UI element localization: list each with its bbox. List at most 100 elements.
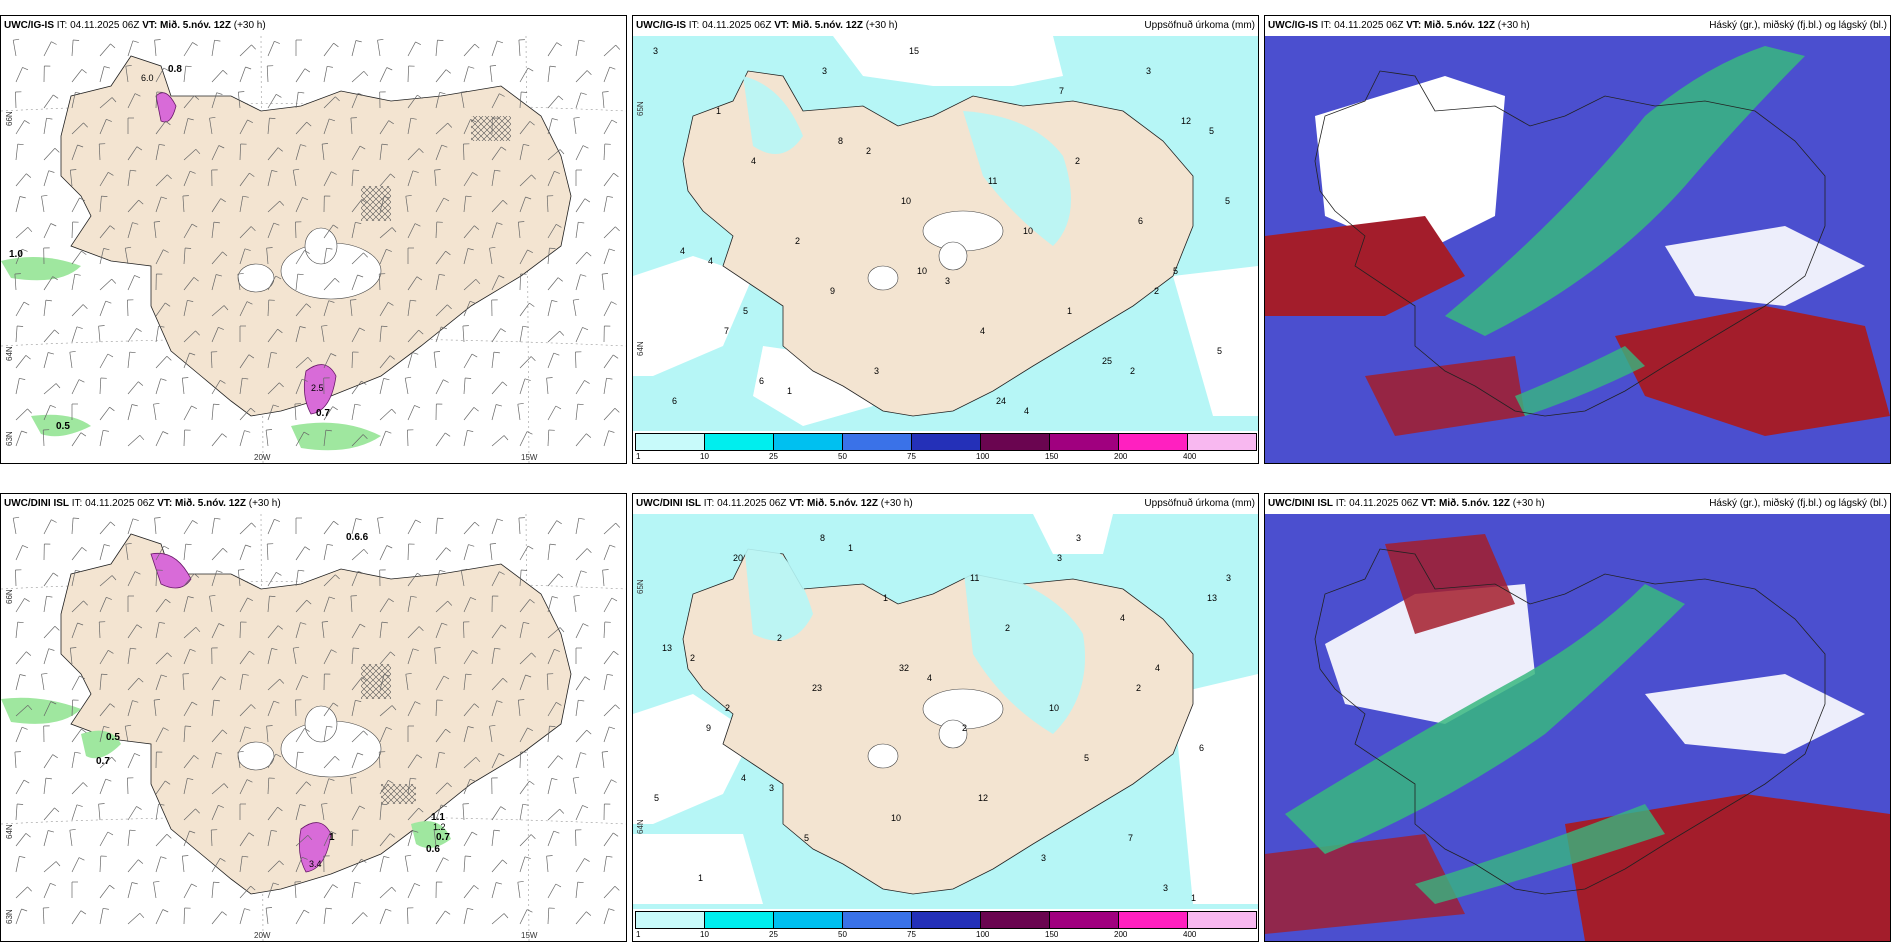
wind-barb [351, 199, 363, 213]
value-label: 0.8 [168, 64, 182, 75]
wind-barb [351, 858, 362, 873]
wind-barb-flag [50, 404, 56, 408]
wind-barb [267, 299, 270, 317]
wind-barb-flag [418, 329, 424, 335]
wind-barb [295, 909, 305, 925]
wind-barb-flag [405, 194, 412, 197]
wind-barb-flag [608, 908, 615, 911]
wind-barb-flag [195, 149, 201, 155]
wind-barb [183, 755, 195, 769]
wind-barb [323, 596, 330, 613]
wind-barb [267, 328, 278, 343]
wind-barb-flag [555, 405, 562, 410]
wind-barb-flag [303, 431, 310, 436]
wind-barb-flag [17, 325, 24, 327]
wind-barb [211, 70, 224, 83]
wind-barb [603, 248, 610, 265]
wind-barb [547, 726, 550, 743]
wind-barb-flag [103, 429, 109, 432]
hatched-area [361, 186, 391, 221]
wind-barb-flag [555, 883, 562, 888]
wind-barb [463, 196, 467, 213]
value-label: 1.2 [433, 822, 446, 832]
wind-barb-flag [580, 752, 587, 755]
wind-barb [295, 781, 307, 795]
wind-barb [127, 677, 139, 691]
wind-barb-flag [249, 650, 255, 655]
wind-barb [267, 275, 277, 291]
wind-barb [546, 378, 549, 395]
wind-barb [211, 858, 221, 873]
wind-barb-flag [293, 168, 300, 171]
wind-barb [99, 406, 110, 421]
wind-barb [239, 407, 251, 421]
wind-barb [435, 326, 442, 343]
wind-barb [323, 884, 333, 899]
wind-barb [239, 704, 252, 717]
wind-barb-flag [328, 778, 335, 781]
wind-barb [125, 66, 129, 83]
precip-map [633, 36, 1258, 431]
wind-barb [183, 405, 192, 421]
wind-barb [127, 222, 133, 239]
panel-igis-clouds: UWC/IG-IS IT: 04.11.2025 06Z VT: Mið. 5.… [1264, 15, 1891, 464]
wind-barb-flag [53, 572, 59, 577]
wind-barb [405, 196, 409, 213]
lat-label: 65N [636, 579, 645, 594]
wind-barb-flag [158, 325, 165, 328]
glacier [237, 263, 275, 293]
wind-barb-flag [609, 726, 616, 730]
wind-barb-flag [580, 274, 587, 277]
wind-barb [491, 381, 503, 395]
wind-barb [547, 429, 550, 447]
lat-label: 63N [5, 909, 14, 924]
wind-barb-flag [353, 169, 360, 171]
wind-barb-flag [21, 430, 28, 434]
wind-barb [211, 380, 221, 395]
wind-barb-flag [405, 854, 412, 857]
wind-barb [435, 379, 444, 395]
precip-value: 5 [1209, 126, 1215, 136]
wind-barb-flag [355, 518, 362, 521]
wind-barb-flag [556, 701, 562, 706]
wind-barb [183, 300, 188, 317]
wind-barb [491, 830, 495, 847]
wind-barb [519, 834, 532, 847]
wind-barb-flag [247, 119, 253, 124]
lon-label: 15W [521, 931, 538, 940]
wind-barb [211, 327, 219, 343]
clear-area [1315, 76, 1505, 256]
wind-barb [379, 227, 393, 239]
wind-barb [15, 355, 27, 369]
it-label: IT: [1320, 20, 1332, 31]
wind-barb [183, 277, 195, 291]
wind-barb-flag [502, 859, 508, 865]
vt-label: VT: [142, 20, 158, 31]
wind-barb-flag [222, 729, 228, 735]
wind-barb [99, 172, 109, 187]
wind-barb [407, 830, 413, 847]
wind-barb-flag [434, 169, 441, 171]
wind-barb [407, 807, 419, 821]
wind-barb [43, 572, 54, 587]
it-value: 04.11.2025 06Z [1349, 498, 1419, 509]
glacier [237, 741, 275, 771]
wind-barb [267, 700, 275, 717]
wind-barb [183, 352, 190, 369]
wind-barb [15, 856, 20, 873]
iceland-land [1314, 70, 1826, 417]
wind-barb-flag [500, 806, 506, 811]
wind-barb [182, 673, 185, 691]
wind-barb-flag [138, 381, 144, 386]
wind-barb [239, 650, 250, 665]
wind-barb [155, 249, 164, 265]
wind-barb [407, 626, 420, 639]
wind-barb [99, 650, 109, 665]
wind-barb [155, 67, 165, 83]
wind-barb-flag [361, 677, 367, 682]
wind-barb [379, 545, 388, 561]
precip-value: 15 [909, 46, 920, 56]
value-label: 0.6.6 [346, 532, 369, 543]
lat-label: 65N [636, 101, 645, 116]
precip-value: 6 [1199, 743, 1205, 753]
